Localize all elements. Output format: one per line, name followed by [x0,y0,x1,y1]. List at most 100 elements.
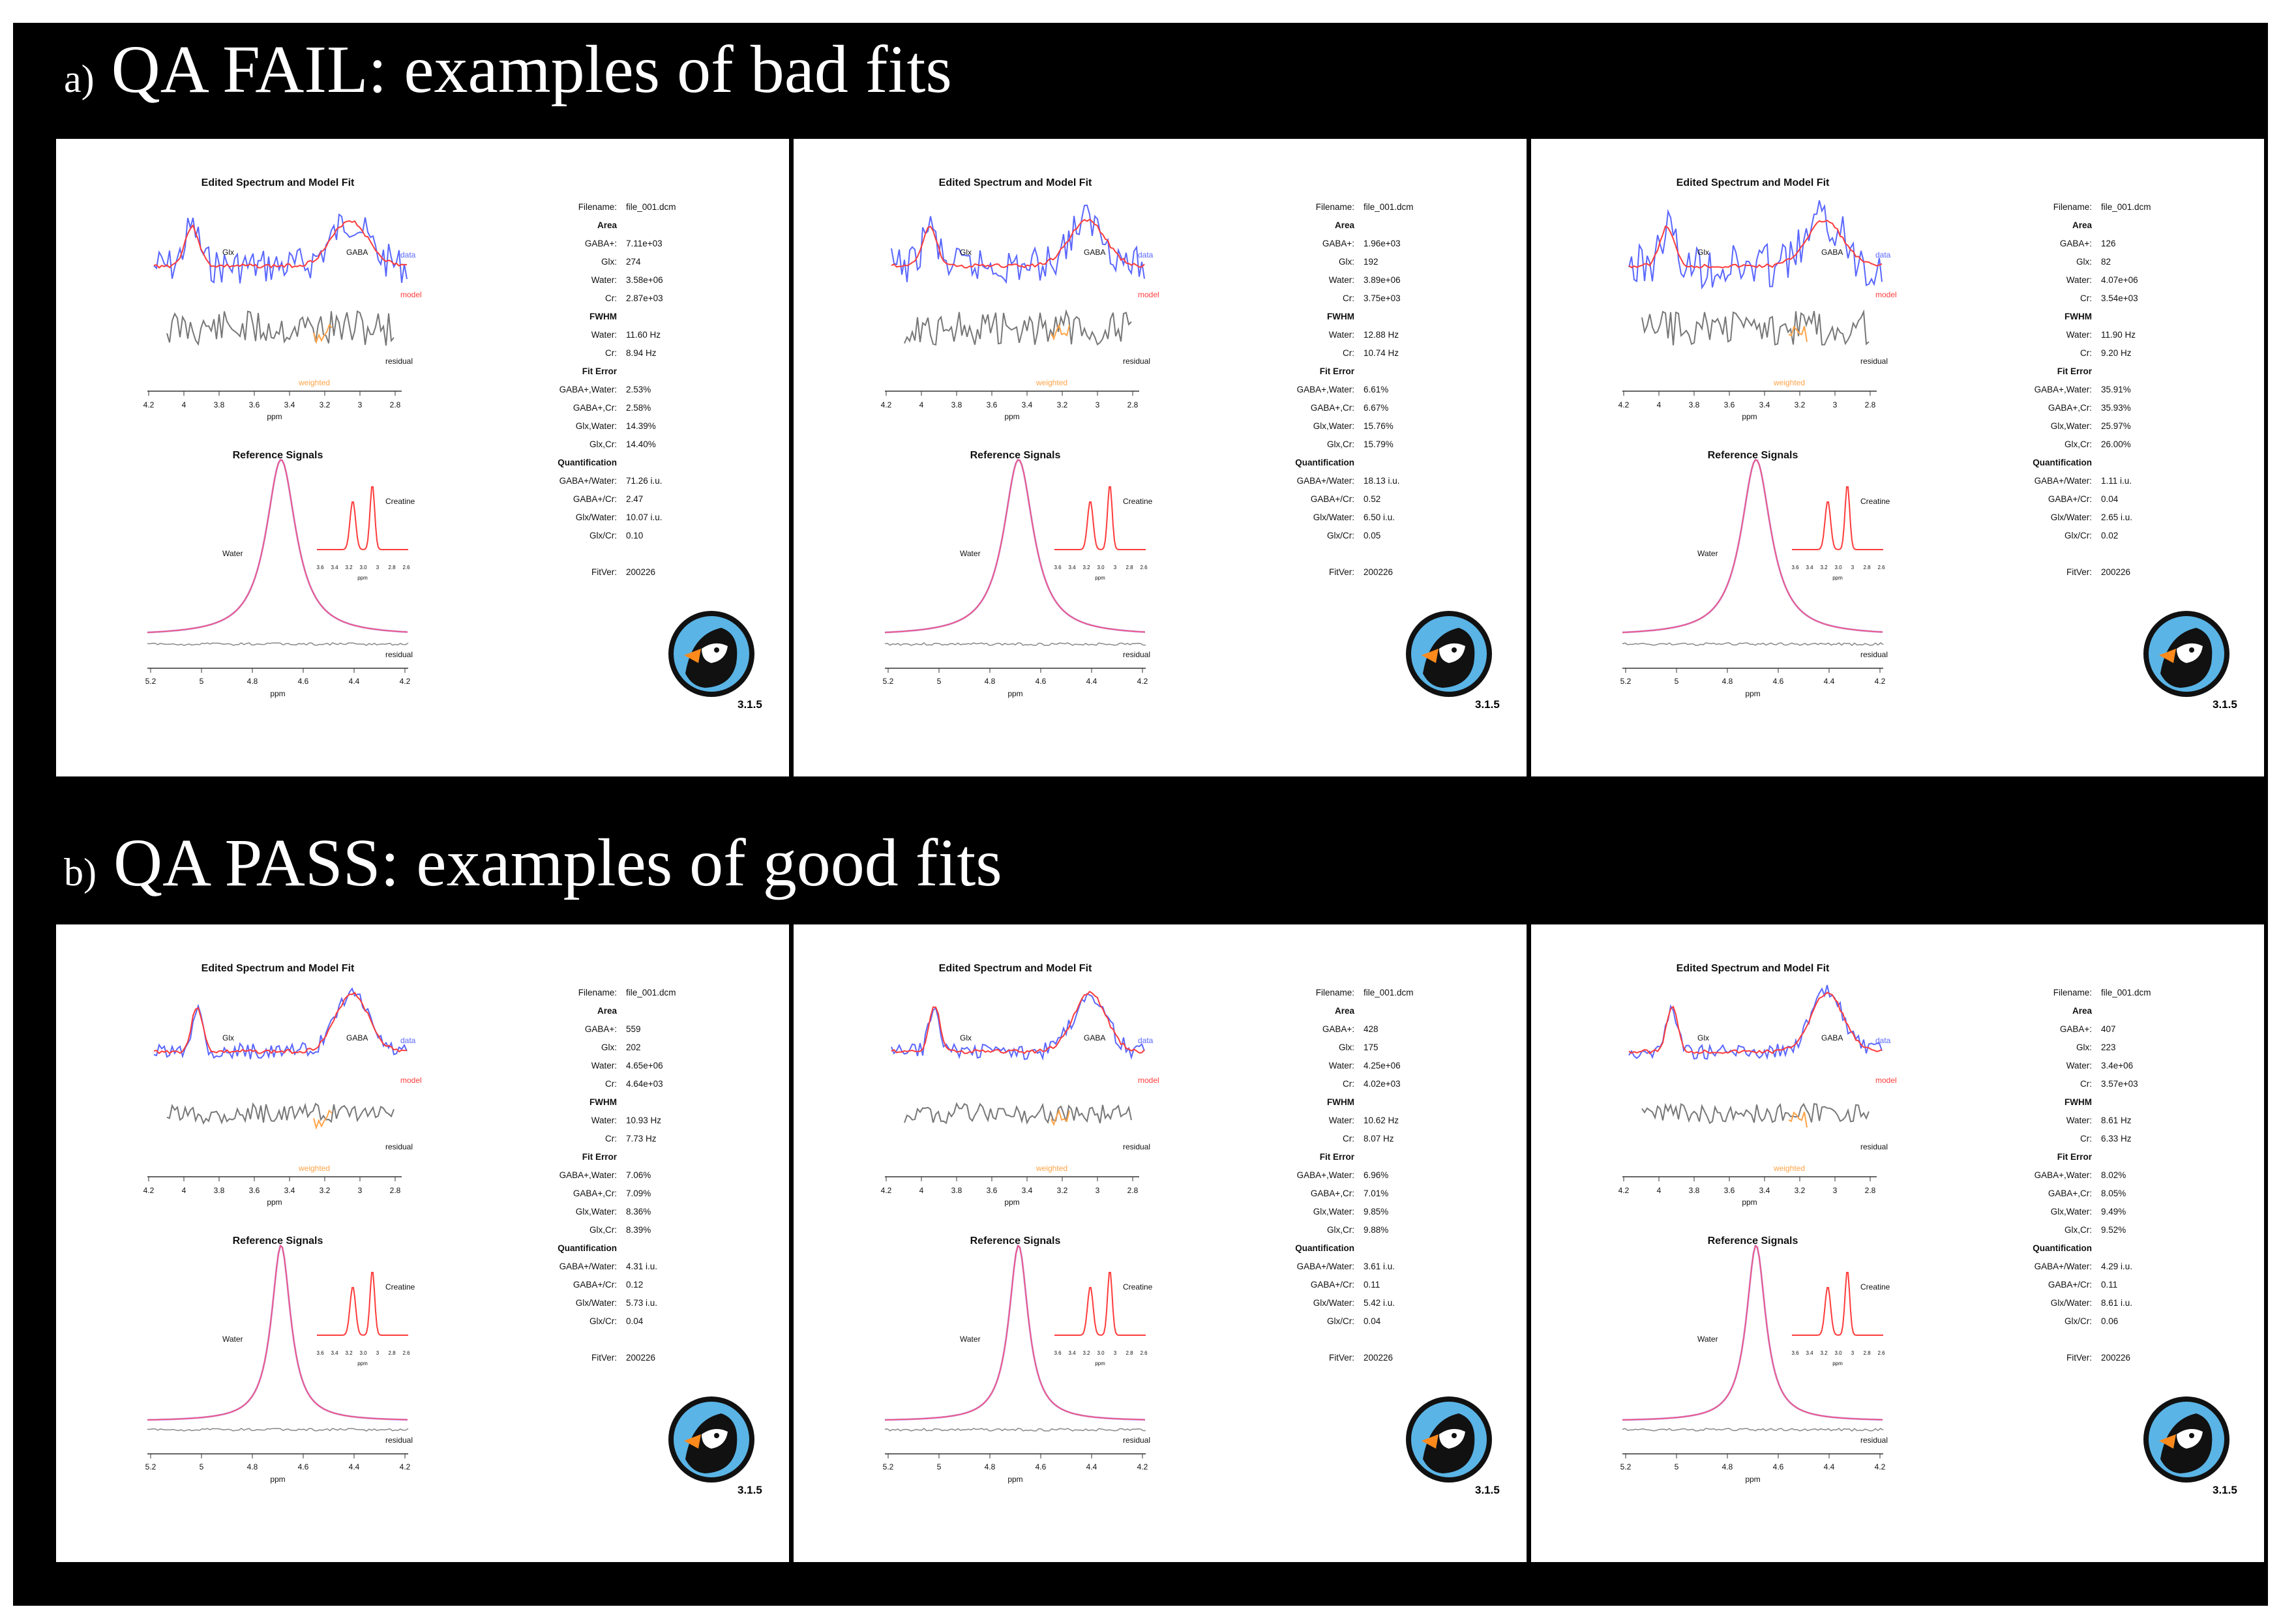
puffin-face [1439,1428,1465,1449]
residual-label: residual [1860,1142,1888,1151]
reference-residual-label: residual [1860,1436,1888,1445]
summary-heading: Area [532,216,780,234]
puffin-logo [668,1396,754,1483]
summary-row: GABA+,Cr: 2.58% [532,398,780,417]
reference-tick-label: 4.8 [247,1462,258,1471]
model-trace [1628,992,1883,1055]
puffin-face [702,1428,728,1449]
reference-tick-label: 4.4 [1086,677,1097,686]
summary-key: Glx,Cr: [2065,439,2092,449]
summary-row: Glx,Cr: 8.39% [532,1220,780,1239]
summary-row: Water: 3.58e+06 [532,271,780,289]
summary-row: Glx,Water: 9.85% [1270,1202,1517,1220]
summary-key: Glx,Cr: [589,1224,617,1235]
inset-xlabel: ppm [1095,1361,1105,1366]
spectrum-plots: Edited Spectrum and Model Fit Glx GABA data… [1618,177,1897,698]
reference-tick-label: 5 [200,677,204,686]
water-label: Water [222,549,243,558]
summary-key: GABA+,Water: [2034,384,2092,394]
summary-value: 175 [1364,1042,1379,1052]
summary-key: Glx,Cr: [1327,439,1354,449]
reference-tick-label: 4.2 [1875,677,1886,686]
summary-key: Quantification [558,1243,617,1253]
inset-tick-label: 3 [1851,565,1855,570]
summary-key: Cr: [605,1078,617,1089]
creatine-label: Creatine [1860,1282,1890,1292]
summary-value: 0.12 [626,1279,644,1290]
summary-row: GABA+: 407 [2007,1020,2255,1038]
version-label: 3.1.5 [738,698,762,711]
summary-row: Cr: 7.73 Hz [532,1129,780,1147]
summary-key: Quantification [1295,1243,1354,1253]
summary-row: FitVer: 200226 [532,563,780,581]
inset-tick-label: 2.8 [388,565,396,570]
weighted-trace [1788,325,1808,342]
summary-value: 14.39% [626,421,656,431]
summary-row: Water: 11.90 Hz [2007,325,2255,344]
summary-value: 4.64e+03 [626,1078,663,1089]
summary-row: Glx/Water: 2.65 i.u. [2007,508,2255,526]
summary-key: GABA+/Cr: [1310,494,1354,504]
summary-heading: FWHM [2007,307,2255,325]
summary-key: Glx,Water: [1313,1206,1354,1217]
summary-row: Glx/Water: 6.50 i.u. [1270,508,1517,526]
reference-tick-label: 5 [200,1462,204,1471]
reference-tick-label: 4.2 [1137,677,1148,686]
model-trace [1628,219,1883,269]
residual-label: residual [385,357,413,366]
reference-title: Reference Signals [970,450,1061,461]
model-trace [891,990,1145,1054]
creatine-fit [317,1271,408,1336]
residual-label: residual [1860,357,1888,366]
spectrum-tick-label: 3.6 [987,1186,998,1195]
version-label: 3.1.5 [738,1484,762,1496]
puffin-eye [714,647,719,653]
summary-value: 26.00% [2101,439,2131,449]
data-label: data [1138,1036,1154,1045]
summary-value: 6.33 Hz [2101,1133,2132,1144]
summary-value: 0.05 [1364,530,1381,540]
summary-key: Water: [1328,274,1354,285]
inset-tick-label: 2.6 [1140,565,1148,570]
fit-summary-table: Filename: file_001.dcm Area GABA+: 7.11e+03 G… [532,198,780,581]
spectrum-tick-label: 3 [358,400,363,409]
summary-value: 200226 [626,567,656,577]
summary-value: 8.07 Hz [1364,1133,1394,1144]
summary-row: GABA+/Cr: 0.11 [1270,1275,1517,1293]
inset-tick-label: 3.4 [1068,565,1076,570]
summary-row: Cr: 3.57e+03 [2007,1074,2255,1093]
summary-heading: Fit Error [2007,362,2255,380]
spectrum-tick-label: 4 [919,400,924,409]
reference-title: Reference Signals [1708,1235,1798,1247]
summary-key: GABA+/Cr: [2048,1279,2092,1290]
spectrum-tick-label: 3 [358,1186,363,1195]
reference-residual [147,1428,409,1432]
spectrum-title: Edited Spectrum and Model Fit [939,963,1092,974]
creatine-fit [1792,1271,1883,1336]
summary-value: 8.61 Hz [2101,1115,2132,1125]
summary-row: GABA+,Water: 8.02% [2007,1166,2255,1184]
summary-row: Cr: 3.54e+03 [2007,289,2255,307]
summary-row: Water: 3.4e+06 [2007,1056,2255,1074]
summary-key: FitVer: [2066,1352,2092,1363]
inset-tick-label: 2.6 [402,565,410,570]
model-label: model [1138,1076,1159,1085]
puffin-face [702,643,728,663]
version-label: 3.1.5 [1475,698,1500,711]
summary-key: FWHM [589,1097,617,1107]
water-label: Water [1697,549,1718,558]
summary-key: Cr: [605,1133,617,1144]
summary-value: 7.73 Hz [626,1133,657,1144]
summary-key: GABA+,Cr: [573,402,617,413]
gaba-label: GABA [1821,1033,1843,1042]
puffin-logo [2143,1396,2229,1483]
summary-value: 9.85% [1364,1206,1389,1217]
summary-key: Filename: [578,987,617,997]
summary-key: GABA+/Water: [2034,475,2092,486]
summary-heading: Area [1270,1001,1517,1020]
summary-value: 3.57e+03 [2101,1078,2138,1089]
creatine-fit [1054,1271,1146,1336]
summary-value: file_001.dcm [1364,201,1414,212]
reference-residual-label: residual [1123,650,1150,659]
summary-key: Water: [591,1060,617,1070]
